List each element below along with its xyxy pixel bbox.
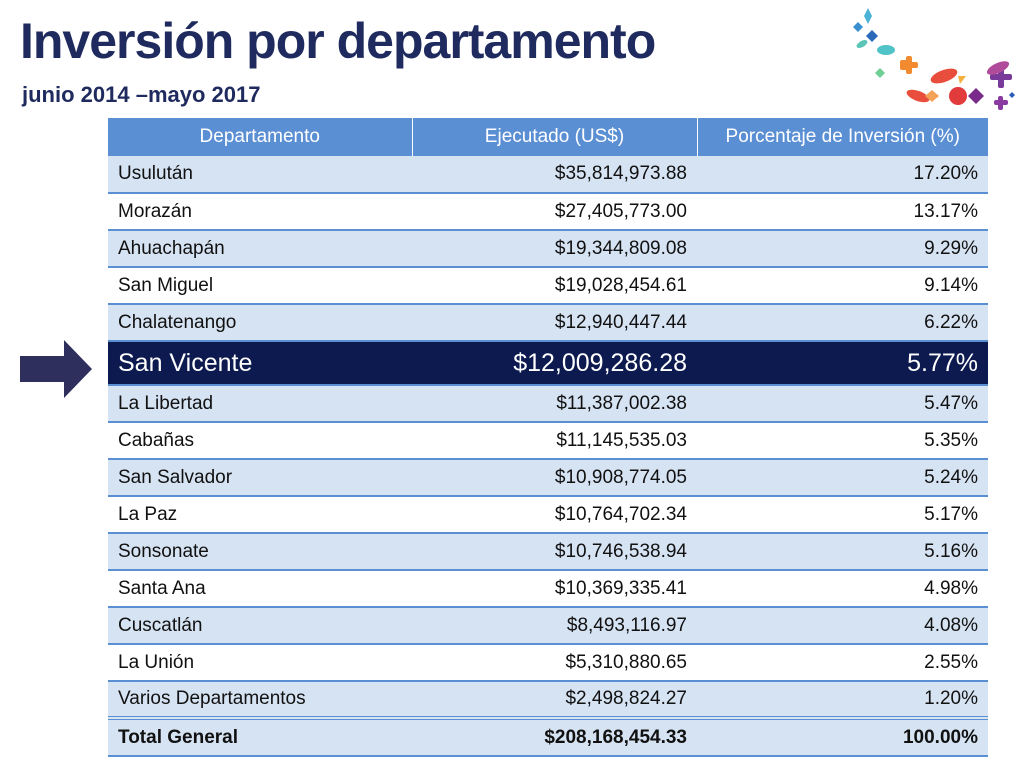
cell-departamento: Morazán bbox=[108, 193, 412, 231]
confetti-decoration bbox=[853, 8, 1015, 110]
table-row: Usulután $35,814,973.88 17.20% bbox=[108, 156, 988, 194]
table-row: Sonsonate $10,746,538.94 5.16% bbox=[108, 533, 988, 571]
total-row: Total General $208,168,454.33 100.00% bbox=[108, 716, 988, 757]
cell-departamento: Cabañas bbox=[108, 422, 412, 460]
table-body: Usulután $35,814,973.88 17.20% Morazán $27,4… bbox=[108, 156, 988, 719]
cell-ejecutado: $11,145,535.03 bbox=[412, 422, 697, 460]
cell-ejecutado: $10,908,774.05 bbox=[412, 459, 697, 497]
total-ejecutado: $208,168,454.33 bbox=[412, 716, 697, 757]
table-row: San Salvador $10,908,774.05 5.24% bbox=[108, 459, 988, 497]
table-row: Chalatenango $12,940,447.44 6.22% bbox=[108, 304, 988, 342]
cell-departamento: Cuscatlán bbox=[108, 607, 412, 645]
cell-porcentaje: 4.08% bbox=[697, 607, 988, 645]
cell-porcentaje: 4.98% bbox=[697, 570, 988, 608]
cell-porcentaje: 6.22% bbox=[697, 304, 988, 342]
cell-departamento: Santa Ana bbox=[108, 570, 412, 608]
table-row: San Vicente $12,009,286.28 5.77% bbox=[108, 341, 988, 386]
cell-departamento: San Vicente bbox=[108, 341, 412, 386]
cell-ejecutado: $19,028,454.61 bbox=[412, 267, 697, 305]
cell-departamento: La Unión bbox=[108, 644, 412, 682]
cell-ejecutado: $8,493,116.97 bbox=[412, 607, 697, 645]
cell-ejecutado: $5,310,880.65 bbox=[412, 644, 697, 682]
table-row: Varios Departamentos $2,498,824.27 1.20% bbox=[108, 681, 988, 719]
cell-departamento: Varios Departamentos bbox=[108, 681, 412, 719]
table-row: La Paz $10,764,702.34 5.17% bbox=[108, 496, 988, 534]
cell-ejecutado: $2,498,824.27 bbox=[412, 681, 697, 719]
cell-porcentaje: 5.24% bbox=[697, 459, 988, 497]
cell-porcentaje: 9.14% bbox=[697, 267, 988, 305]
cell-ejecutado: $12,009,286.28 bbox=[412, 341, 697, 386]
cell-departamento: La Paz bbox=[108, 496, 412, 534]
cell-departamento: Usulután bbox=[108, 156, 412, 194]
page-title: Inversión por departamento bbox=[20, 13, 656, 69]
table-row: Cabañas $11,145,535.03 5.35% bbox=[108, 422, 988, 460]
cell-departamento: San Salvador bbox=[108, 459, 412, 497]
cell-porcentaje: 5.16% bbox=[697, 533, 988, 571]
table-row: La Unión $5,310,880.65 2.55% bbox=[108, 644, 988, 682]
page-subtitle: junio 2014 –mayo 2017 bbox=[22, 82, 261, 107]
cell-ejecutado: $10,764,702.34 bbox=[412, 496, 697, 534]
cell-ejecutado: $35,814,973.88 bbox=[412, 156, 697, 194]
table-row: La Libertad $11,387,002.38 5.47% bbox=[108, 385, 988, 423]
cell-ejecutado: $11,387,002.38 bbox=[412, 385, 697, 423]
cell-ejecutado: $27,405,773.00 bbox=[412, 193, 697, 231]
table-header-row: Departamento Ejecutado (US$) Porcentaje … bbox=[108, 118, 988, 156]
cell-porcentaje: 5.35% bbox=[697, 422, 988, 460]
cell-porcentaje: 13.17% bbox=[697, 193, 988, 231]
column-header-ejecutado: Ejecutado (US$) bbox=[412, 118, 698, 156]
total-label: Total General bbox=[108, 716, 412, 757]
cell-porcentaje: 17.20% bbox=[697, 156, 988, 194]
cell-ejecutado: $19,344,809.08 bbox=[412, 230, 697, 268]
cell-departamento: San Miguel bbox=[108, 267, 412, 305]
cell-departamento: La Libertad bbox=[108, 385, 412, 423]
total-porcentaje: 100.00% bbox=[697, 716, 988, 757]
cell-porcentaje: 5.77% bbox=[697, 341, 988, 386]
cell-departamento: Sonsonate bbox=[108, 533, 412, 571]
cell-departamento: Chalatenango bbox=[108, 304, 412, 342]
cell-porcentaje: 2.55% bbox=[697, 644, 988, 682]
table-row: Morazán $27,405,773.00 13.17% bbox=[108, 193, 988, 231]
cell-porcentaje: 5.17% bbox=[697, 496, 988, 534]
cell-ejecutado: $12,940,447.44 bbox=[412, 304, 697, 342]
investment-table: Departamento Ejecutado (US$) Porcentaje … bbox=[108, 118, 988, 757]
column-header-departamento: Departamento bbox=[108, 118, 413, 156]
cell-porcentaje: 9.29% bbox=[697, 230, 988, 268]
table-row: Santa Ana $10,369,335.41 4.98% bbox=[108, 570, 988, 608]
cell-ejecutado: $10,746,538.94 bbox=[412, 533, 697, 571]
cell-porcentaje: 1.20% bbox=[697, 681, 988, 719]
table-row: Cuscatlán $8,493,116.97 4.08% bbox=[108, 607, 988, 645]
table-row: Ahuachapán $19,344,809.08 9.29% bbox=[108, 230, 988, 268]
column-header-porcentaje: Porcentaje de Inversión (%) bbox=[697, 118, 988, 156]
table-row: San Miguel $19,028,454.61 9.14% bbox=[108, 267, 988, 305]
cell-porcentaje: 5.47% bbox=[697, 385, 988, 423]
right-arrow-icon bbox=[20, 340, 92, 398]
cell-ejecutado: $10,369,335.41 bbox=[412, 570, 697, 608]
cell-departamento: Ahuachapán bbox=[108, 230, 412, 268]
